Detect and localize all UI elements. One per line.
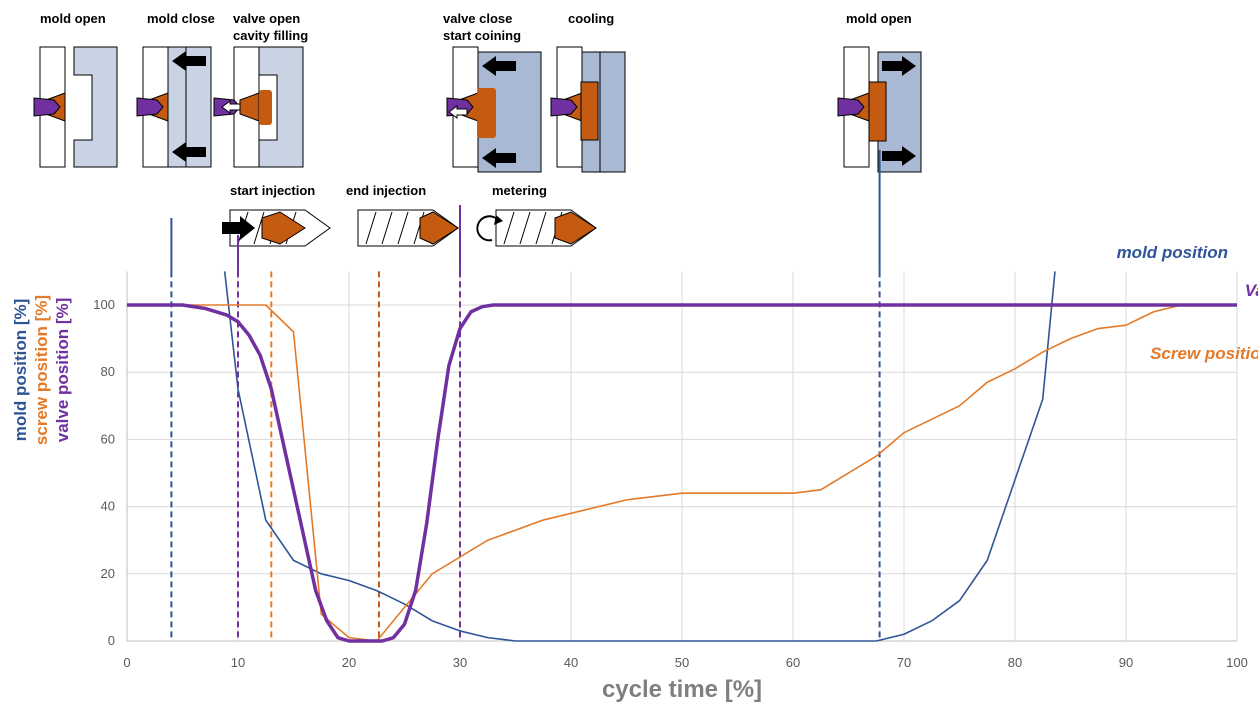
- stage-label: end injection: [346, 183, 426, 198]
- y-tick-label: 0: [108, 633, 115, 648]
- y-axis-label: mold position [%]: [11, 299, 30, 442]
- x-tick-label: 80: [1008, 655, 1022, 670]
- y-tick-label: 20: [101, 566, 115, 581]
- y-tick-label: 40: [101, 499, 115, 514]
- stage-label: mold open: [40, 11, 106, 26]
- stage-label: cavity filling: [233, 28, 308, 43]
- x-tick-label: 0: [123, 655, 130, 670]
- x-tick-label: 10: [231, 655, 245, 670]
- stage-label: metering: [492, 183, 547, 198]
- x-tick-label: 40: [564, 655, 578, 670]
- x-tick-label: 100: [1226, 655, 1248, 670]
- series-label: Screw position: [1150, 344, 1258, 363]
- stage-label: valve close: [443, 11, 512, 26]
- x-tick-label: 30: [453, 655, 467, 670]
- y-tick-label: 60: [101, 431, 115, 446]
- stage-label: mold open: [846, 11, 912, 26]
- series-label: Valve Gate: [1245, 281, 1258, 300]
- diagrams: [34, 47, 921, 246]
- chart: 0 10 20 30 40 50 60 70 80 90 100 0 20 40 60 80 100 cycle …: [0, 0, 1258, 706]
- x-tick-label: 90: [1119, 655, 1133, 670]
- series-label: mold position: [1117, 243, 1228, 262]
- stage-label: start injection: [230, 183, 315, 198]
- stage-label: mold close: [147, 11, 215, 26]
- y-axis-label: valve position [%]: [53, 298, 72, 443]
- x-tick-label: 60: [786, 655, 800, 670]
- stage-label: valve open: [233, 11, 300, 26]
- x-tick-label: 50: [675, 655, 689, 670]
- y-tick-label: 80: [101, 364, 115, 379]
- y-tick-label: 100: [93, 297, 115, 312]
- x-axis-label: cycle time [%]: [602, 676, 762, 703]
- x-tick-label: 20: [342, 655, 356, 670]
- stage-label: cooling: [568, 11, 614, 26]
- y-axis-label: screw position [%]: [32, 295, 51, 445]
- stage-label: start coining: [443, 28, 521, 43]
- x-tick-label: 70: [897, 655, 911, 670]
